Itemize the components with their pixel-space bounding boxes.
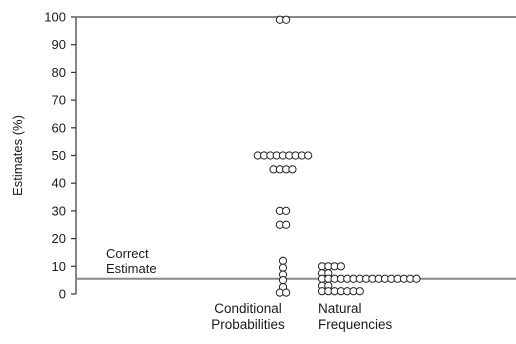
axis-layer: 0 10 20 30 40 50 60 70 80 90 100	[44, 10, 77, 302]
y-tick-label-0: 0	[59, 287, 66, 302]
line-layer	[76, 16, 516, 280]
category-label-conditional-line-2: Probabilities	[211, 317, 285, 332]
y-axis-label: Estimates (%)	[10, 115, 25, 196]
data-point-natural	[355, 287, 364, 296]
y-tick-label-90: 90	[52, 37, 66, 52]
y-tick-label-70: 70	[52, 93, 66, 108]
y-tick-label-10: 10	[52, 259, 66, 274]
data-point-conditional	[304, 151, 313, 160]
data-point-conditional	[282, 15, 291, 24]
y-tick-label-20: 20	[52, 231, 66, 246]
data-point-natural	[336, 262, 345, 271]
category-label-natural-line-2: Frequencies	[318, 317, 393, 332]
correct-estimate-label-line-1: Correct	[106, 246, 149, 261]
category-label-conditional-line-1: Conditional	[214, 301, 282, 316]
y-tick-label-30: 30	[52, 203, 66, 218]
data-point-conditional	[278, 256, 288, 265]
data-point-conditional	[288, 165, 297, 174]
data-point-conditional	[282, 220, 291, 229]
data-point-conditional	[282, 206, 291, 215]
data-point-conditional	[278, 263, 288, 272]
y-tick-label-100: 100	[44, 10, 66, 25]
correct-estimate-label-line-2: Estimate	[106, 261, 157, 276]
y-tick-label-50: 50	[52, 148, 66, 163]
y-tick-label-40: 40	[52, 176, 66, 191]
y-tick-label-60: 60	[52, 120, 66, 135]
y-tick-label-80: 80	[52, 65, 66, 80]
dot-layer	[253, 15, 421, 297]
data-point-conditional	[282, 288, 291, 297]
category-label-natural-line-1: Natural	[318, 301, 362, 316]
data-point-conditional	[278, 276, 288, 285]
data-point-natural	[412, 274, 421, 283]
